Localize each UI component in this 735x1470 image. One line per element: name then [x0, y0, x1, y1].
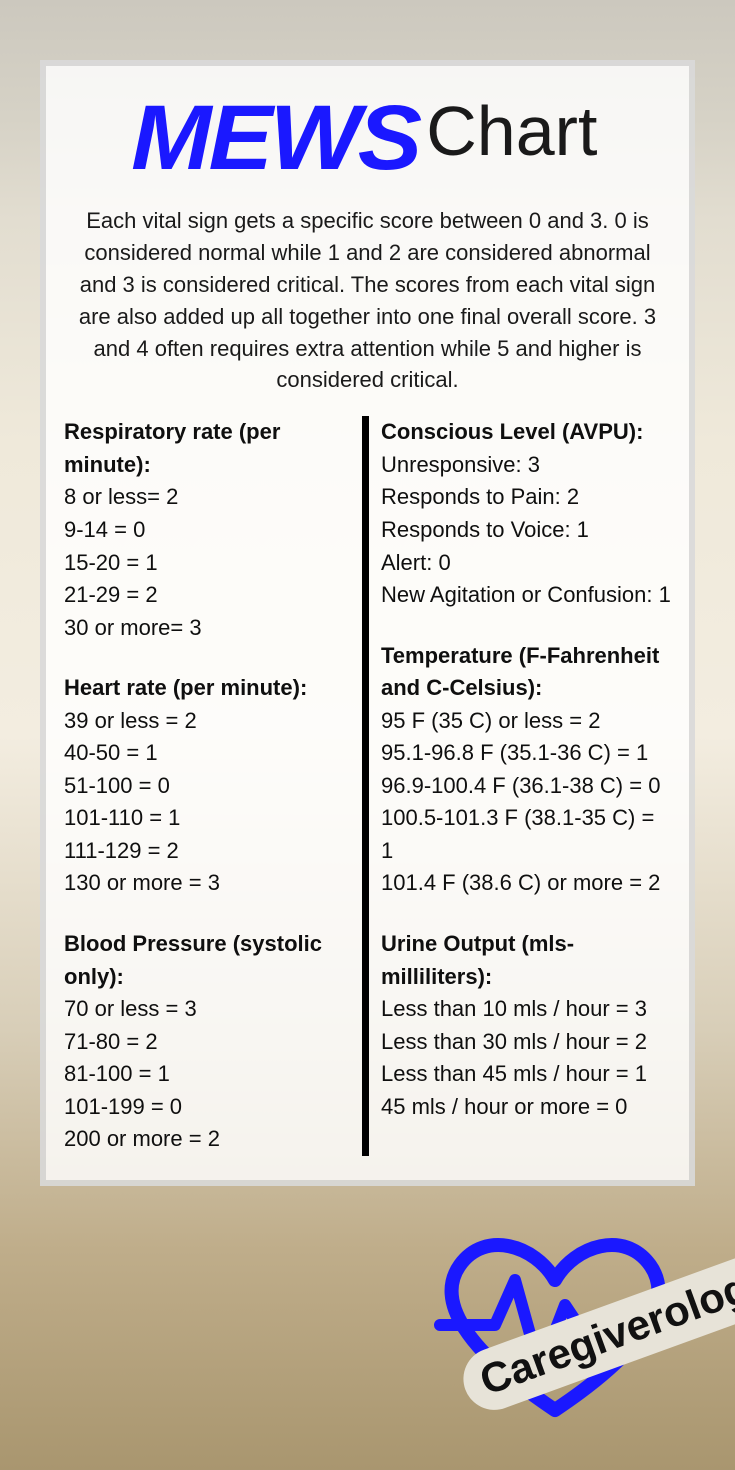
score-line: 96.9-100.4 F (36.1-38 C) = 0 [381, 770, 671, 803]
score-line: 100.5-101.3 F (38.1-35 C) = 1 [381, 802, 671, 867]
score-line: 81-100 = 1 [64, 1058, 354, 1091]
section-title: Urine Output (mls-milliliters): [381, 931, 574, 989]
score-line: New Agitation or Confusion: 1 [381, 579, 671, 612]
score-line: 101-110 = 1 [64, 802, 354, 835]
info-card: MEWS Chart Each vital sign gets a specif… [40, 60, 695, 1186]
title-row: MEWS Chart [64, 86, 671, 191]
score-line: 15-20 = 1 [64, 547, 354, 580]
score-line: 9-14 = 0 [64, 514, 354, 547]
section-conscious-level: Conscious Level (AVPU): Unresponsive: 3 … [381, 416, 671, 611]
section-title: Conscious Level (AVPU): [381, 419, 643, 444]
score-line: Unresponsive: 3 [381, 449, 671, 482]
score-line: 95 F (35 C) or less = 2 [381, 705, 671, 738]
title-plain: Chart [426, 91, 597, 171]
score-line: Responds to Voice: 1 [381, 514, 671, 547]
score-line: 21-29 = 2 [64, 579, 354, 612]
score-line: Less than 45 mls / hour = 1 [381, 1058, 671, 1091]
score-line: Alert: 0 [381, 547, 671, 580]
section-title: Respiratory rate (per minute): [64, 419, 280, 477]
score-line: 39 or less = 2 [64, 705, 354, 738]
score-line: 70 or less = 3 [64, 993, 354, 1026]
score-line: Responds to Pain: 2 [381, 481, 671, 514]
score-line: Less than 30 mls / hour = 2 [381, 1026, 671, 1059]
column-left: Respiratory rate (per minute): 8 or less… [64, 416, 362, 1155]
score-line: 111-129 = 2 [64, 835, 354, 868]
score-line: 101-199 = 0 [64, 1091, 354, 1124]
score-line: 95.1-96.8 F (35.1-36 C) = 1 [381, 737, 671, 770]
column-right: Conscious Level (AVPU): Unresponsive: 3 … [362, 416, 671, 1155]
section-blood-pressure: Blood Pressure (systolic only): 70 or le… [64, 928, 354, 1156]
score-line: 8 or less= 2 [64, 481, 354, 514]
title-accent: MEWS [131, 86, 419, 191]
columns: Respiratory rate (per minute): 8 or less… [64, 416, 671, 1155]
section-urine-output: Urine Output (mls-milliliters): Less tha… [381, 928, 671, 1123]
score-line: 200 or more = 2 [64, 1123, 354, 1156]
score-line: 40-50 = 1 [64, 737, 354, 770]
score-line: 130 or more = 3 [64, 867, 354, 900]
score-line: 71-80 = 2 [64, 1026, 354, 1059]
score-line: 30 or more= 3 [64, 612, 354, 645]
score-line: Less than 10 mls / hour = 3 [381, 993, 671, 1026]
section-respiratory: Respiratory rate (per minute): 8 or less… [64, 416, 354, 644]
section-title: Heart rate (per minute): [64, 675, 307, 700]
section-temperature: Temperature (F-Fahrenheit and C-Celsius)… [381, 640, 671, 900]
score-line: 101.4 F (38.6 C) or more = 2 [381, 867, 671, 900]
section-title: Temperature (F-Fahrenheit and C-Celsius)… [381, 643, 659, 701]
brand-logo: Caregiverology [405, 1220, 705, 1430]
score-line: 45 mls / hour or more = 0 [381, 1091, 671, 1124]
intro-paragraph: Each vital sign gets a specific score be… [64, 199, 671, 416]
score-line: 51-100 = 0 [64, 770, 354, 803]
section-title: Blood Pressure (systolic only): [64, 931, 322, 989]
section-heart-rate: Heart rate (per minute): 39 or less = 2 … [64, 672, 354, 900]
